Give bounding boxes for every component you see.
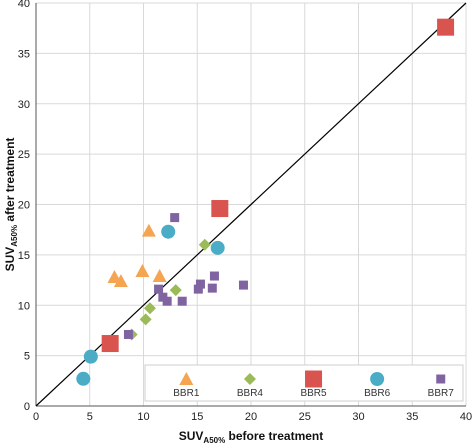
data-point [198, 238, 211, 251]
legend: BBR1 BBR4 BBR5 BBR6 BBR7 [144, 364, 464, 402]
legend-label: BBR1 [173, 388, 200, 399]
y-tick-label: 40 [18, 0, 30, 10]
data-point [195, 279, 205, 289]
y-tick-label: 15 [18, 250, 30, 262]
tick-labels: 0 5 10 15 20 25 30 35 40 0 5 10 15 20 25 30 35 40 [18, 0, 472, 423]
data-point [101, 335, 119, 353]
data-point [83, 349, 98, 364]
data-point [113, 274, 128, 288]
x-tick-label: 0 [33, 411, 39, 423]
x-tick-label: 25 [299, 411, 311, 423]
data-point [211, 200, 229, 218]
y-axis-label-rest: after treatment [3, 138, 17, 225]
data-points [76, 18, 455, 386]
x-tick-label: 40 [460, 411, 472, 423]
y-tick-label: 35 [18, 48, 30, 60]
data-point [210, 240, 225, 255]
axes [35, 3, 466, 407]
y-axis-label: SUVA50% after treatment [3, 138, 19, 272]
data-point [177, 296, 187, 306]
legend-label: BBR7 [428, 388, 455, 399]
data-point [437, 18, 455, 36]
x-axis-label-rest: before treatment [225, 429, 323, 443]
series-bbr5 [101, 18, 455, 353]
grid-lines [36, 2, 467, 406]
data-point [169, 284, 182, 297]
legend-label: BBR6 [364, 388, 391, 399]
x-tick-label: 35 [406, 411, 418, 423]
x-tick-label: 15 [191, 411, 203, 423]
data-point [193, 284, 203, 294]
data-point [209, 271, 219, 281]
legend-label: BBR5 [300, 388, 327, 399]
legend-marker [305, 370, 323, 388]
y-axis-label-sub: A50% [10, 225, 19, 247]
data-point [207, 283, 217, 293]
y-tick-label: 0 [24, 401, 30, 413]
legend-label: BBR4 [237, 388, 264, 399]
x-axis-label: SUVA50% before treatment [179, 429, 324, 445]
legend-marker [179, 372, 194, 385]
legend-marker [370, 372, 385, 386]
data-point [238, 280, 248, 290]
x-tick-label: 20 [245, 411, 257, 423]
data-point [139, 313, 152, 326]
y-tick-label: 30 [18, 99, 30, 111]
data-point [170, 213, 180, 223]
legend-marker [436, 374, 446, 384]
data-point [143, 302, 156, 315]
series-bbr7 [123, 213, 248, 339]
y-tick-label: 5 [24, 351, 30, 363]
y-tick-label: 25 [18, 149, 30, 161]
x-tick-label: 5 [87, 411, 93, 423]
data-point [152, 269, 167, 282]
data-point [135, 263, 150, 277]
legend-marker [243, 373, 256, 385]
x-axis-label-main: SUV [179, 429, 204, 443]
series-bbr6 [76, 224, 225, 386]
legend-box [144, 364, 464, 402]
series-bbr1 [107, 223, 167, 288]
data-point [76, 371, 91, 386]
data-point [161, 224, 176, 239]
x-tick-label: 10 [137, 411, 149, 423]
data-point [141, 223, 156, 237]
y-axis-label-main: SUV [3, 247, 17, 272]
data-point [123, 329, 133, 339]
y-tick-label: 10 [18, 300, 30, 312]
x-tick-label: 30 [352, 411, 364, 423]
x-axis-label-sub: A50% [203, 436, 225, 445]
data-point [162, 296, 172, 306]
y-tick-label: 20 [18, 200, 30, 212]
data-point [154, 284, 164, 294]
